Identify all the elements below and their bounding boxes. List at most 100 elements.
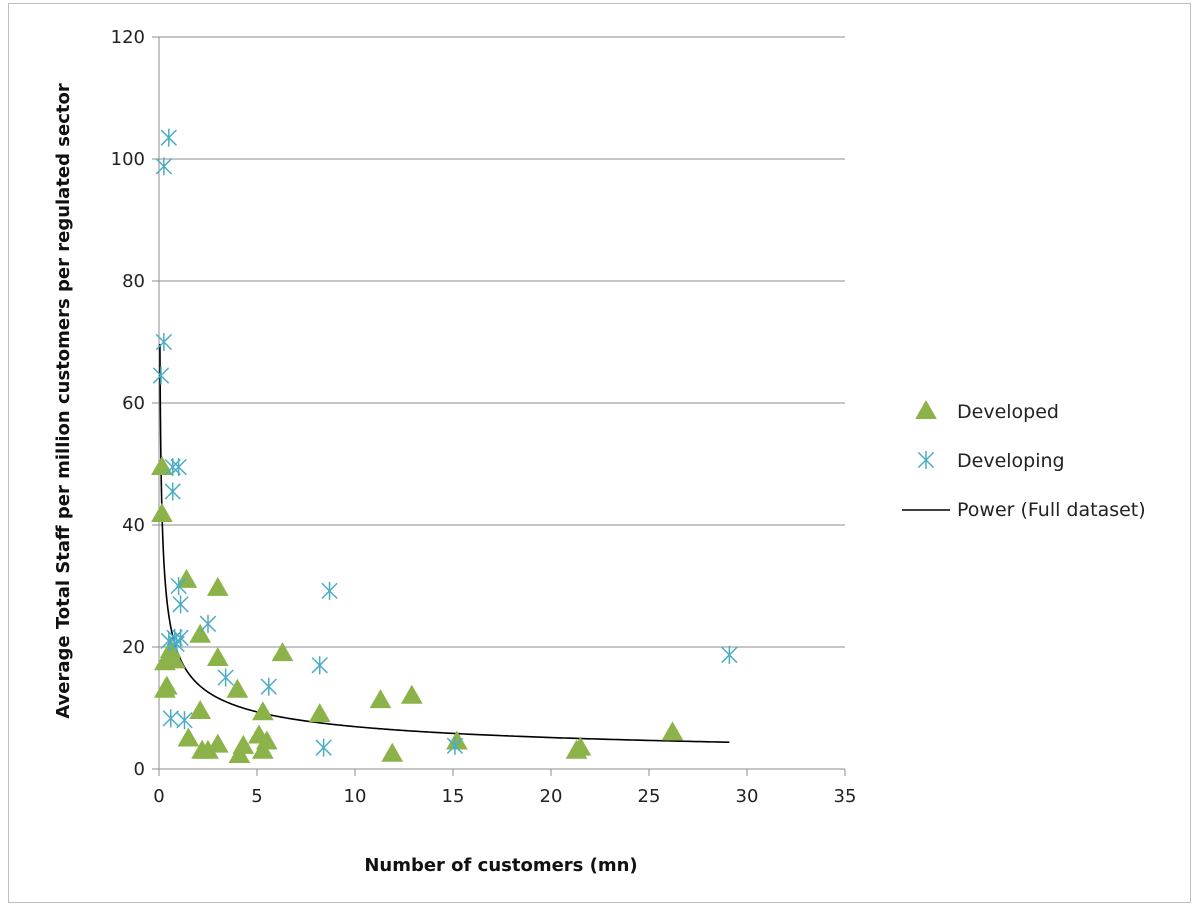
asterisk-stroke (155, 158, 173, 175)
x-axis-title: Number of customers (mn) (364, 855, 637, 876)
tick-labels: 0 20 40 60 80 100 120 0 5 10 15 20 25 30 35 (111, 27, 857, 807)
developing-point (199, 614, 217, 633)
developing-point (217, 668, 234, 687)
developed-point (271, 642, 294, 662)
asterisk-stroke (721, 646, 738, 664)
asterisk-stroke (172, 596, 189, 613)
developing-point (721, 645, 738, 664)
developed-point (155, 675, 178, 695)
developing-point (311, 656, 328, 675)
legend-item-developing: Developing (917, 450, 1065, 472)
y-tick-label: 80 (122, 271, 145, 292)
developed-point (151, 503, 173, 523)
axes (152, 36, 846, 776)
x-tick-label: 15 (442, 786, 465, 807)
asterisk-stroke (260, 678, 277, 695)
asterisk-stroke (160, 129, 177, 146)
developing-point (155, 157, 173, 176)
asterisk-stroke (152, 367, 170, 384)
legend-label-power: Power (Full dataset) (957, 499, 1146, 521)
developing-point (155, 333, 173, 351)
asterisk-icon (917, 451, 935, 469)
y-tick-label: 60 (122, 393, 145, 414)
developed-point (369, 689, 392, 709)
data-points (151, 128, 738, 763)
x-tick-label: 35 (834, 786, 857, 807)
asterisk-stroke (166, 629, 183, 647)
y-tick-label: 40 (122, 515, 145, 536)
developed-point (177, 727, 200, 747)
chart-frame: 0 20 40 60 80 100 120 0 5 10 15 20 25 30 35 Number of … (8, 3, 1191, 903)
developed-point (206, 646, 229, 666)
developing-point (315, 738, 332, 757)
y-tick-label: 0 (134, 759, 145, 780)
y-tick-label: 100 (111, 149, 145, 170)
developed-point (163, 649, 186, 669)
developing-point (172, 595, 189, 614)
asterisk-stroke (164, 458, 181, 476)
developed-point (381, 742, 404, 762)
x-tick-label: 10 (344, 786, 367, 807)
legend: Developed Developing Power (Full dataset… (902, 399, 1146, 521)
developing-point (162, 709, 179, 728)
x-tick-label: 0 (153, 786, 164, 807)
developing-point (170, 577, 187, 595)
asterisk-stroke (199, 615, 217, 633)
asterisk-stroke (315, 739, 332, 756)
asterisk-stroke (162, 710, 179, 727)
legend-label-developing: Developing (957, 450, 1065, 472)
developed-point (151, 456, 173, 476)
developed-point (308, 703, 331, 723)
developing-point (176, 711, 193, 730)
developed-point (206, 576, 229, 596)
developing-point (321, 581, 338, 600)
asterisk-stroke (155, 333, 173, 351)
y-axis-title: Average Total Staff per million customer… (53, 83, 74, 719)
developed-point (206, 733, 229, 753)
asterisk-stroke (160, 632, 177, 650)
x-tick-label: 20 (540, 786, 563, 807)
developed-point (189, 700, 212, 720)
developing-point (164, 482, 181, 501)
developed-point (232, 734, 255, 754)
legend-label-developed: Developed (957, 401, 1059, 423)
scatter-chart: 0 20 40 60 80 100 120 0 5 10 15 20 25 30 35 Number of … (53, 27, 1146, 876)
developing-point (168, 634, 185, 653)
asterisk-stroke (164, 483, 181, 500)
power-trendline (159, 344, 730, 744)
developed-point (226, 678, 249, 698)
developed-point (446, 730, 468, 750)
gridlines (159, 36, 845, 648)
y-tick-label: 20 (122, 637, 145, 658)
legend-item-power-trendline: Power (Full dataset) (902, 499, 1146, 521)
developed-point (255, 730, 278, 750)
developed-point (400, 684, 423, 704)
asterisk-stroke (217, 669, 234, 686)
asterisk-stroke (176, 712, 193, 729)
y-tick-label: 120 (111, 27, 145, 48)
legend-asterisk (917, 451, 935, 469)
developing-point (446, 736, 464, 755)
asterisk-stroke (311, 657, 328, 674)
developed-point (189, 623, 212, 643)
x-tick-label: 30 (736, 786, 759, 807)
developed-point (569, 736, 592, 756)
developing-point (170, 458, 187, 477)
asterisk-stroke (321, 582, 338, 600)
developing-point (160, 128, 177, 147)
x-tick-label: 5 (251, 786, 262, 807)
trendline-layer (159, 344, 730, 744)
asterisk-stroke (446, 737, 464, 755)
triangle-icon (915, 399, 937, 419)
asterisk-stroke (168, 635, 185, 653)
asterisk-stroke (170, 577, 187, 595)
developed-point (252, 701, 274, 721)
developing-point (152, 366, 170, 385)
developed-point (661, 721, 684, 741)
x-tick-label: 25 (638, 786, 661, 807)
legend-item-developed: Developed (915, 399, 1059, 423)
legend-triangle (915, 399, 937, 419)
asterisk-stroke (170, 458, 187, 476)
developing-point (260, 677, 277, 696)
asterisk-stroke (917, 451, 935, 469)
